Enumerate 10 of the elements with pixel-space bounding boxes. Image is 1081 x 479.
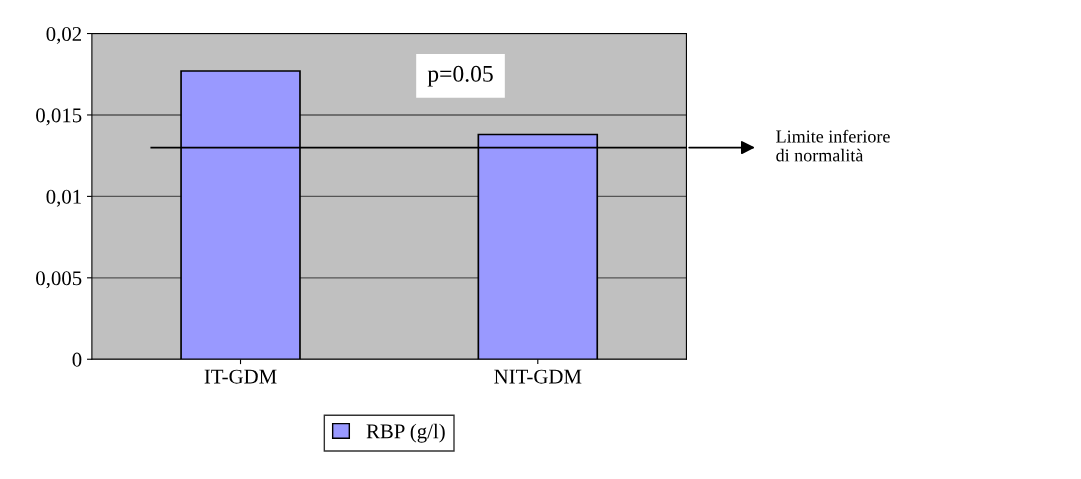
y-tick-label: 0,005 — [36, 271, 82, 289]
legend-label: RBP (g/l) — [366, 423, 445, 443]
annotation: p=0.05 — [427, 65, 493, 87]
ref-line-label: Limite inferiore di normalità — [776, 129, 890, 162]
y-tick-label: 0,01 — [46, 189, 81, 207]
y-tick-label: 0 — [72, 352, 82, 367]
y-tick-label: 0,015 — [36, 108, 82, 126]
x-tick-label: NIT-GDM — [494, 369, 582, 384]
y-tick-label: 0,02 — [46, 26, 82, 44]
x-tick-label: IT-GDM — [204, 369, 277, 384]
